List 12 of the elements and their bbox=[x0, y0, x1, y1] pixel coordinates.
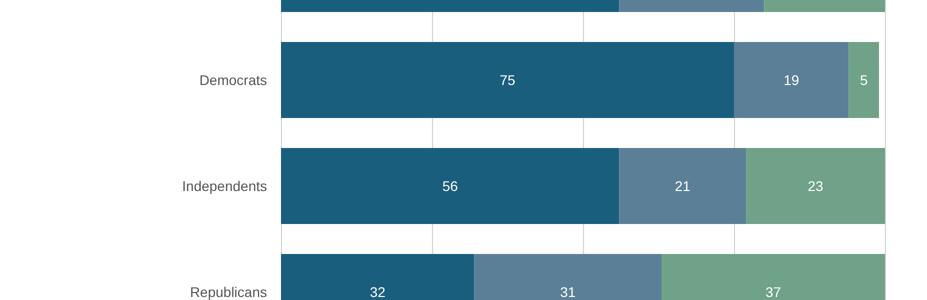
y-tick-label: Republicans bbox=[190, 284, 267, 300]
data-label: 21 bbox=[674, 178, 691, 194]
y-tick-label: Independents bbox=[182, 178, 267, 194]
data-label: 5 bbox=[860, 72, 868, 88]
data-label: 23 bbox=[808, 178, 824, 194]
data-label: 56 bbox=[442, 178, 458, 194]
data-label: 75 bbox=[500, 72, 516, 88]
data-label: 19 bbox=[784, 72, 800, 88]
y-tick-label: Democrats bbox=[199, 72, 267, 88]
data-label: 32 bbox=[370, 284, 386, 300]
data-label: 31 bbox=[560, 284, 576, 300]
data-label: 37 bbox=[765, 284, 782, 300]
